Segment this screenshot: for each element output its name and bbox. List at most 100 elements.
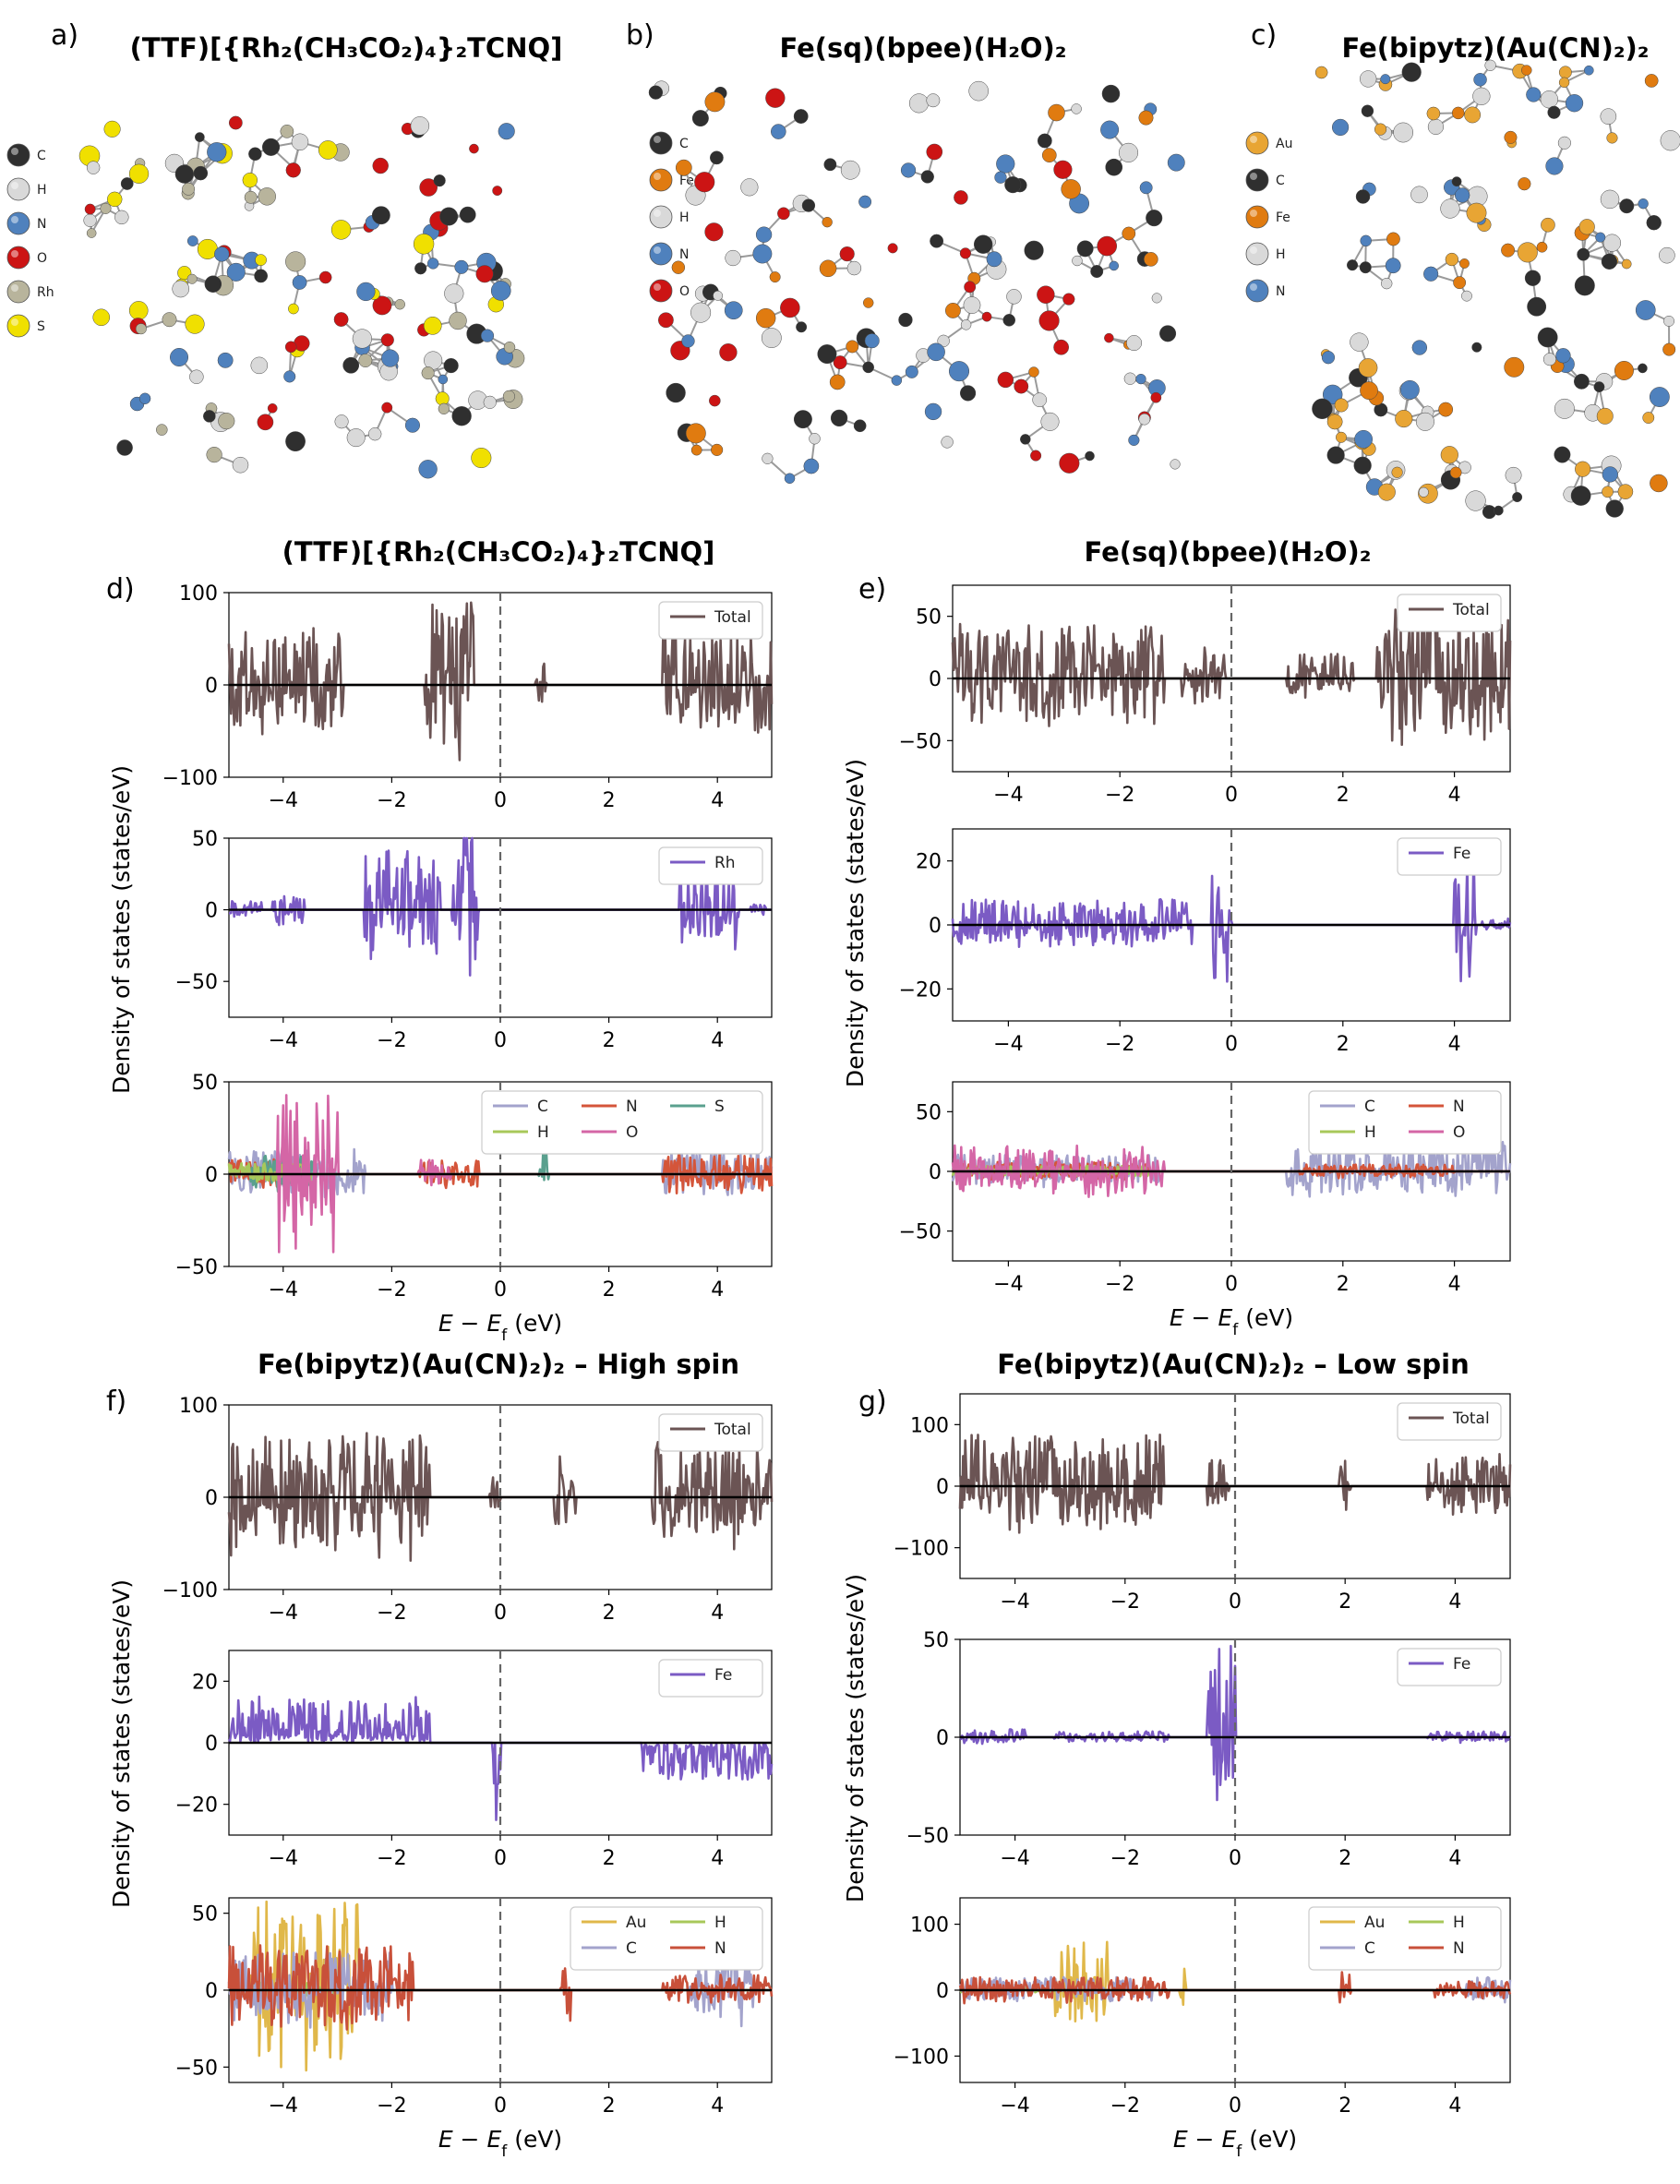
x-axis-label: E − Ef (eV) — [438, 2126, 562, 2161]
legend-label: Total — [714, 1421, 751, 1439]
legend: Total — [658, 1413, 763, 1452]
atom-legend-label: N — [1276, 284, 1285, 299]
atom-legend-label: S — [37, 319, 45, 334]
x-tick-label: 0 — [1225, 1273, 1238, 1296]
legend-label: Fe — [1453, 1655, 1470, 1674]
x-tick-label: 0 — [1225, 1033, 1238, 1056]
sphere-highlight — [654, 246, 661, 254]
subplot-total: −4 −2 0 2 4 −100 0 100 Total — [162, 1395, 774, 1625]
x-tick-label: 2 — [603, 1278, 616, 1302]
y-tick-label: 0 — [205, 1164, 218, 1187]
atom-legend-sphere — [649, 242, 673, 266]
atom-legend-sphere — [6, 143, 30, 167]
atom-legend-label: H — [1276, 247, 1286, 262]
x-tick-label: −4 — [1000, 2094, 1029, 2118]
atom-legend-label: N — [37, 217, 46, 232]
legend: Fe — [1397, 1648, 1502, 1686]
sphere-highlight — [654, 283, 661, 291]
y-tick-label: 20 — [192, 1671, 218, 1694]
sphere-highlight — [654, 210, 661, 217]
legend-label: C — [537, 1098, 548, 1116]
legend-label: Au — [626, 1914, 646, 1932]
sphere-highlight — [11, 148, 18, 155]
y-tick-label: −50 — [899, 1221, 942, 1244]
x-tick-label: −2 — [377, 1029, 406, 1052]
y-tick-label: −100 — [162, 1579, 218, 1602]
x-axis-label: E − Ef (eV) — [1170, 1304, 1293, 1339]
legend-box — [1397, 837, 1502, 876]
sphere-highlight — [1250, 136, 1257, 143]
x-tick-label: −2 — [1110, 1590, 1140, 1614]
legend-box — [658, 1659, 763, 1698]
x-tick-label: 2 — [1337, 1033, 1350, 1056]
atom-legend-sphere — [6, 314, 30, 338]
atom-legend-label: Au — [1276, 137, 1292, 151]
x-tick-label: −2 — [1110, 1847, 1140, 1870]
x-tick-label: 4 — [711, 789, 724, 812]
legend-box — [658, 601, 763, 640]
y-tick-label: 100 — [910, 1914, 949, 1938]
panel-title: Fe(sq)(bpee)(H₂O)₂ — [1084, 536, 1371, 568]
legend-label: O — [626, 1123, 638, 1142]
bond-network — [654, 88, 1158, 480]
x-tick-label: −4 — [993, 1273, 1023, 1296]
y-axis-label: Density of states (states/eV) — [108, 765, 135, 1094]
legend: Total — [658, 601, 763, 640]
atom-spheres — [1312, 59, 1680, 520]
legend-label: Fe — [1453, 845, 1470, 863]
x-tick-label: 0 — [1229, 2094, 1242, 2118]
y-tick-label: 0 — [205, 1980, 218, 2003]
atom-legend-label: N — [679, 247, 689, 262]
x-tick-label: −4 — [993, 784, 1023, 807]
legend-box — [570, 1906, 763, 1971]
atom-legend-sphere — [6, 246, 30, 270]
legend: C N H O — [1308, 1090, 1502, 1155]
panel-letter: a) — [51, 19, 78, 52]
x-tick-label: −4 — [269, 1029, 298, 1052]
legend-label: N — [1453, 1939, 1465, 1958]
x-tick-label: 4 — [711, 1029, 724, 1052]
y-tick-label: −50 — [175, 1256, 218, 1279]
legend-box — [658, 1413, 763, 1452]
y-tick-label: 50 — [916, 1101, 942, 1124]
y-tick-label: 20 — [916, 851, 942, 874]
x-axis-label: E − Ef (eV) — [1173, 2126, 1297, 2161]
x-tick-label: 4 — [711, 2094, 724, 2118]
atom-legend-label: O — [37, 251, 47, 266]
x-tick-label: −2 — [377, 789, 406, 812]
y-tick-label: 0 — [929, 915, 942, 938]
x-tick-label: 0 — [1225, 784, 1238, 807]
panel-title: Fe(bipytz)(Au(CN)₂)₂ – High spin — [258, 1349, 739, 1380]
atom-legend-label: H — [679, 210, 690, 225]
panel-title: Fe(sq)(bpee)(H₂O)₂ — [779, 32, 1066, 64]
legend-label: H — [537, 1123, 549, 1142]
x-tick-label: 2 — [1338, 1590, 1351, 1614]
legend-box — [658, 846, 763, 885]
legend-label: S — [714, 1098, 725, 1116]
x-tick-label: −2 — [1110, 2094, 1140, 2118]
atom-legend-label: H — [37, 183, 47, 198]
atom-legend-sphere — [649, 131, 673, 155]
y-tick-label: −50 — [175, 2057, 218, 2080]
y-tick-label: −100 — [162, 767, 218, 790]
legend-label: H — [714, 1914, 726, 1932]
y-tick-label: 0 — [205, 1487, 218, 1510]
legend-label: O — [1453, 1123, 1465, 1142]
y-tick-label: −50 — [906, 1825, 949, 1848]
legend-label: C — [1364, 1098, 1375, 1116]
sphere-highlight — [654, 173, 661, 180]
dos-panel-e: e) Fe(sq)(bpee)(H₂O)₂ Density of states (s… — [842, 536, 1512, 1339]
structure-panel-a: a) (TTF)[{Rh₂(CH₃CO₂)₄}₂TCNQ] C H N O Rh S — [6, 19, 562, 479]
y-tick-label: −100 — [894, 2046, 949, 2069]
dos-panel-g: g) Fe(bipytz)(Au(CN)₂)₂ – Low spin Density… — [842, 1349, 1512, 2161]
legend-label: N — [626, 1098, 638, 1116]
subplot-Rh: −4 −2 0 2 4 −50 0 50 Rh — [175, 828, 773, 1052]
y-tick-label: 0 — [936, 1980, 949, 2003]
legend: Total — [1397, 1402, 1502, 1441]
x-tick-label: −2 — [1105, 1033, 1134, 1056]
y-tick-label: 50 — [916, 606, 942, 630]
sphere-highlight — [11, 216, 18, 223]
sphere-highlight — [1250, 246, 1257, 254]
legend-label: Total — [1452, 1410, 1490, 1428]
x-tick-label: 2 — [1337, 784, 1350, 807]
